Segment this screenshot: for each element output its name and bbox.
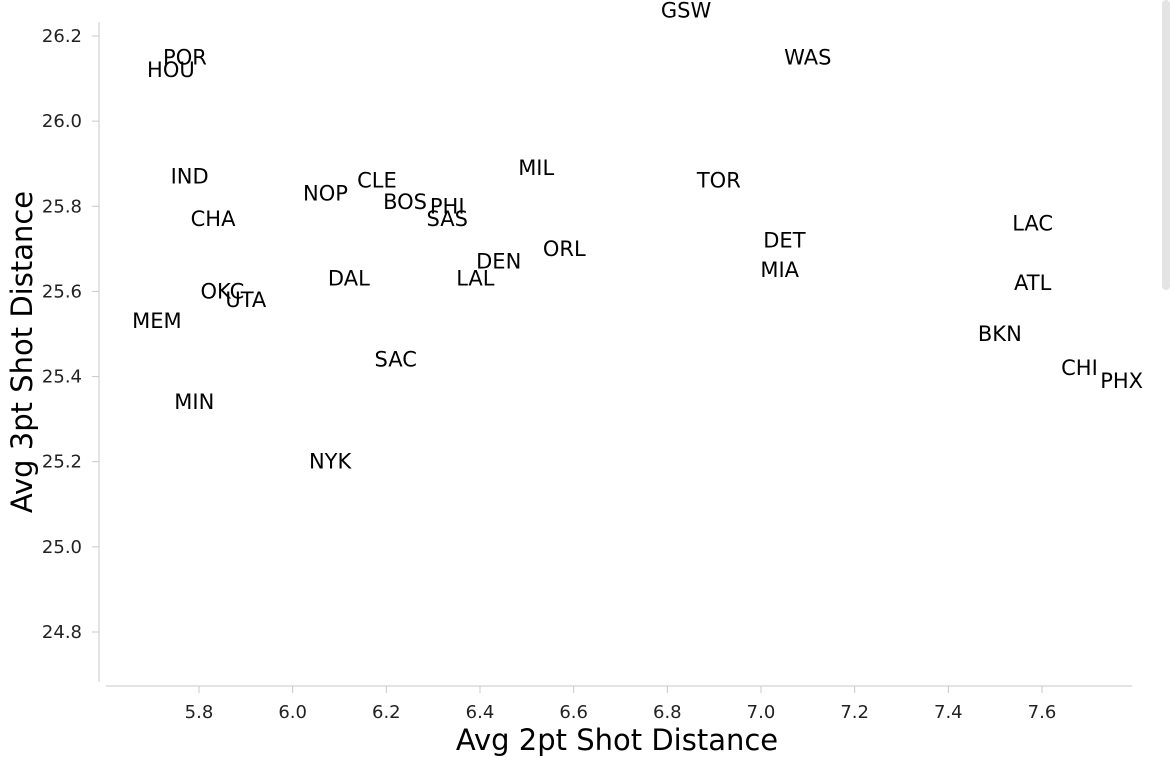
- point-label-nop: NOP: [303, 182, 348, 206]
- point-label-hou: HOU: [147, 58, 195, 82]
- point-label-nyk: NYK: [309, 450, 353, 474]
- vertical-scrollbar[interactable]: [1162, 0, 1170, 290]
- point-label-mia: MIA: [760, 258, 799, 282]
- point-label-phi: PHI: [430, 194, 465, 218]
- x-tick-label: 7.6: [1028, 702, 1057, 723]
- point-label-mil: MIL: [518, 156, 554, 180]
- x-tick-label: 6.8: [653, 702, 682, 723]
- y-tick-label: 25.0: [42, 537, 82, 558]
- y-axis: 24.8 25.0 25.2 25.4 25.6 25.8 26.0 26.2: [42, 22, 100, 682]
- y-tick-label: 26.0: [42, 111, 82, 132]
- point-label-det: DET: [763, 228, 805, 252]
- point-label-mem: MEM: [132, 309, 182, 333]
- point-label-okc: OKC: [201, 279, 245, 303]
- x-tick-label: 6.6: [559, 702, 588, 723]
- point-label-sac: SAC: [375, 348, 417, 372]
- point-label-uta: UTA: [225, 288, 267, 312]
- y-tick-label: 24.8: [42, 622, 82, 643]
- point-label-dal: DAL: [328, 267, 370, 291]
- y-tick-label: 25.2: [42, 452, 82, 473]
- x-axis: 5.8 6.0 6.2 6.4 6.6 6.8 7.0 7.2 7.4 7.6: [106, 685, 1132, 723]
- point-label-min: MIN: [174, 390, 214, 414]
- point-label-phx: PHX: [1100, 369, 1143, 393]
- x-tick-label: 7.0: [747, 702, 776, 723]
- x-tick-label: 6.4: [466, 702, 495, 723]
- y-axis-title: Avg 3pt Shot Distance: [5, 191, 39, 513]
- point-label-tor: TOR: [696, 169, 741, 193]
- y-tick-label: 25.8: [42, 196, 82, 217]
- x-tick-label: 6.2: [372, 702, 401, 723]
- y-tick-label: 25.6: [42, 281, 82, 302]
- x-axis-title: Avg 2pt Shot Distance: [456, 723, 778, 757]
- x-tick-label: 6.0: [278, 702, 307, 723]
- point-label-was: WAS: [784, 45, 831, 69]
- x-tick-label: 5.8: [185, 702, 214, 723]
- point-label-orl: ORL: [543, 237, 586, 261]
- point-label-lac: LAC: [1012, 211, 1053, 235]
- point-label-den: DEN: [476, 250, 521, 274]
- point-label-sas: SAS: [427, 207, 468, 231]
- point-label-chi: CHI: [1061, 356, 1098, 380]
- point-label-bkn: BKN: [978, 322, 1022, 346]
- point-label-ind: IND: [171, 164, 209, 188]
- point-label-atl: ATL: [1014, 271, 1052, 295]
- x-tick-label: 7.4: [934, 702, 963, 723]
- point-label-gsw: GSW: [661, 0, 712, 22]
- point-label-cha: CHA: [191, 207, 236, 231]
- point-label-bos: BOS: [383, 190, 427, 214]
- point-label-por: POR: [163, 45, 207, 69]
- y-tick-label: 25.4: [42, 367, 82, 388]
- x-tick-label: 7.2: [840, 702, 869, 723]
- y-tick-label: 26.2: [42, 26, 82, 47]
- point-label-cle: CLE: [357, 169, 397, 193]
- point-label-lal: LAL: [456, 267, 495, 291]
